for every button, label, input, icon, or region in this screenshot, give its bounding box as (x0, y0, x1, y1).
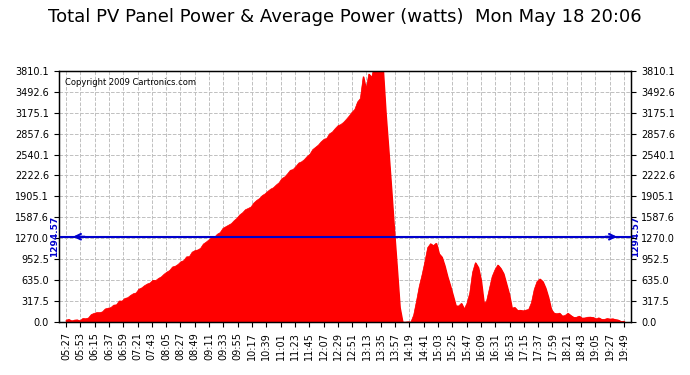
Text: Copyright 2009 Cartronics.com: Copyright 2009 Cartronics.com (65, 78, 195, 87)
Text: 1294.57: 1294.57 (50, 216, 59, 257)
Text: Total PV Panel Power & Average Power (watts)  Mon May 18 20:06: Total PV Panel Power & Average Power (wa… (48, 8, 642, 26)
Text: 1294.57: 1294.57 (631, 216, 640, 257)
